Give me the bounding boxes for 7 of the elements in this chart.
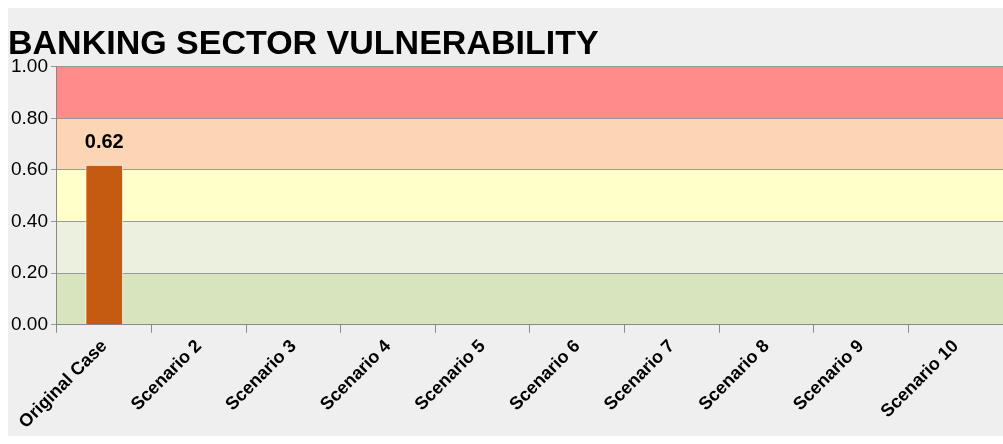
y-tick-label: 0.40 [11,209,48,231]
y-tick-label: 0.00 [11,312,48,334]
y-tick-label: 1.00 [11,55,48,77]
y-tick-label: 0.80 [11,106,48,128]
y-tick-label: 0.20 [11,261,48,283]
y-tick-label: 0.60 [11,158,48,180]
data-label: 0.62 [84,130,124,153]
